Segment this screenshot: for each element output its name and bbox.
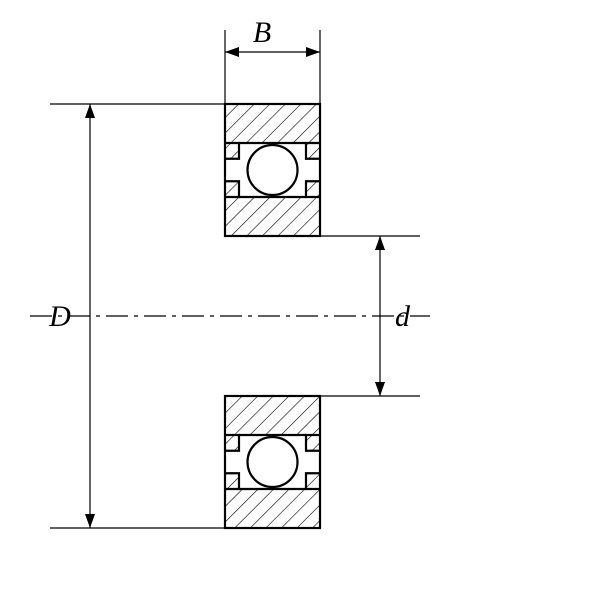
bearing-cross-section-diagram: Dd B [0,0,600,600]
ball-bottom [248,437,298,487]
section-top [225,104,320,236]
label-D: D [48,300,71,333]
label-B: B [253,16,271,49]
ball-top [248,145,298,195]
section-bottom [225,396,320,528]
label-d: d [395,300,411,333]
